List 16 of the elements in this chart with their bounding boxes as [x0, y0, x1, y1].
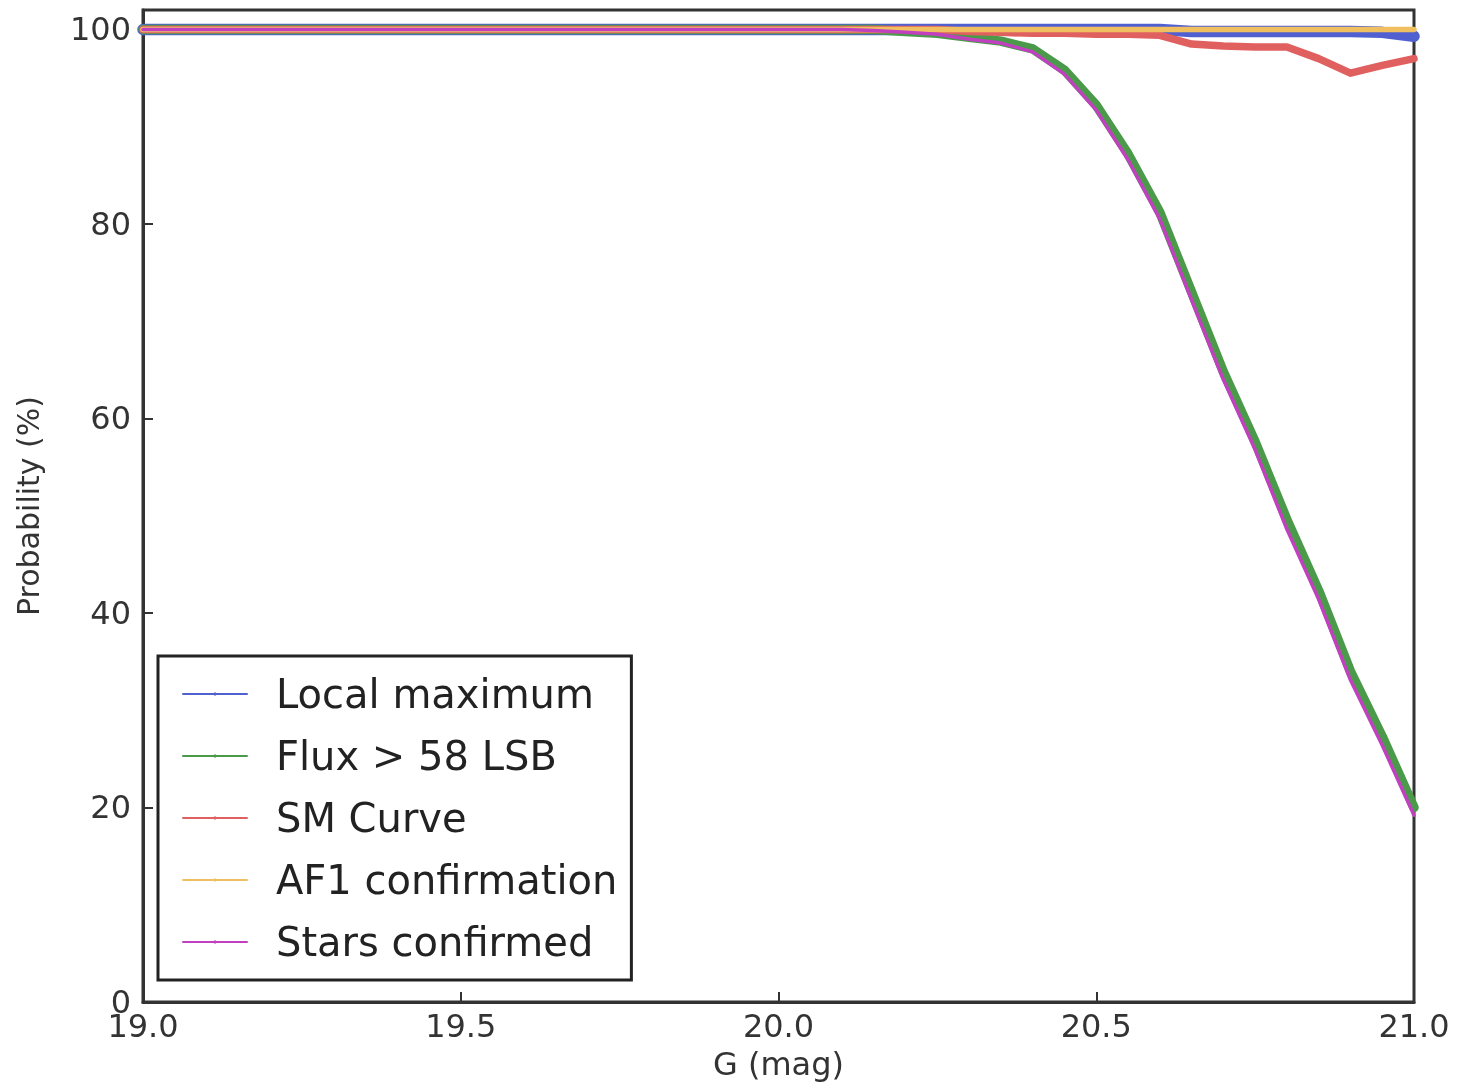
x-tick-label: 20.0 [742, 1007, 815, 1045]
x-tick-label: 20.5 [1060, 1007, 1132, 1045]
y-tick-label: 60 [90, 399, 131, 438]
x-axis-title: G (mag) [712, 1045, 845, 1083]
y-tick-label: 20 [90, 788, 131, 827]
x-tick-label: 19.5 [425, 1007, 497, 1045]
legend-label: Local maximum [276, 671, 594, 717]
y-tick-label: 100 [69, 10, 131, 49]
y-tick-label: 40 [90, 593, 131, 632]
legend-label: Stars confirmed [276, 919, 594, 965]
legend-label: Flux > 58 LSB [276, 733, 557, 779]
legend-label: SM Curve [276, 795, 467, 841]
legend-label: AF1 confirmation [276, 857, 618, 903]
x-tick-label: 21.0 [1378, 1007, 1450, 1045]
y-axis-title: Probability (%) [10, 395, 46, 617]
y-tick-label: 80 [90, 204, 131, 243]
